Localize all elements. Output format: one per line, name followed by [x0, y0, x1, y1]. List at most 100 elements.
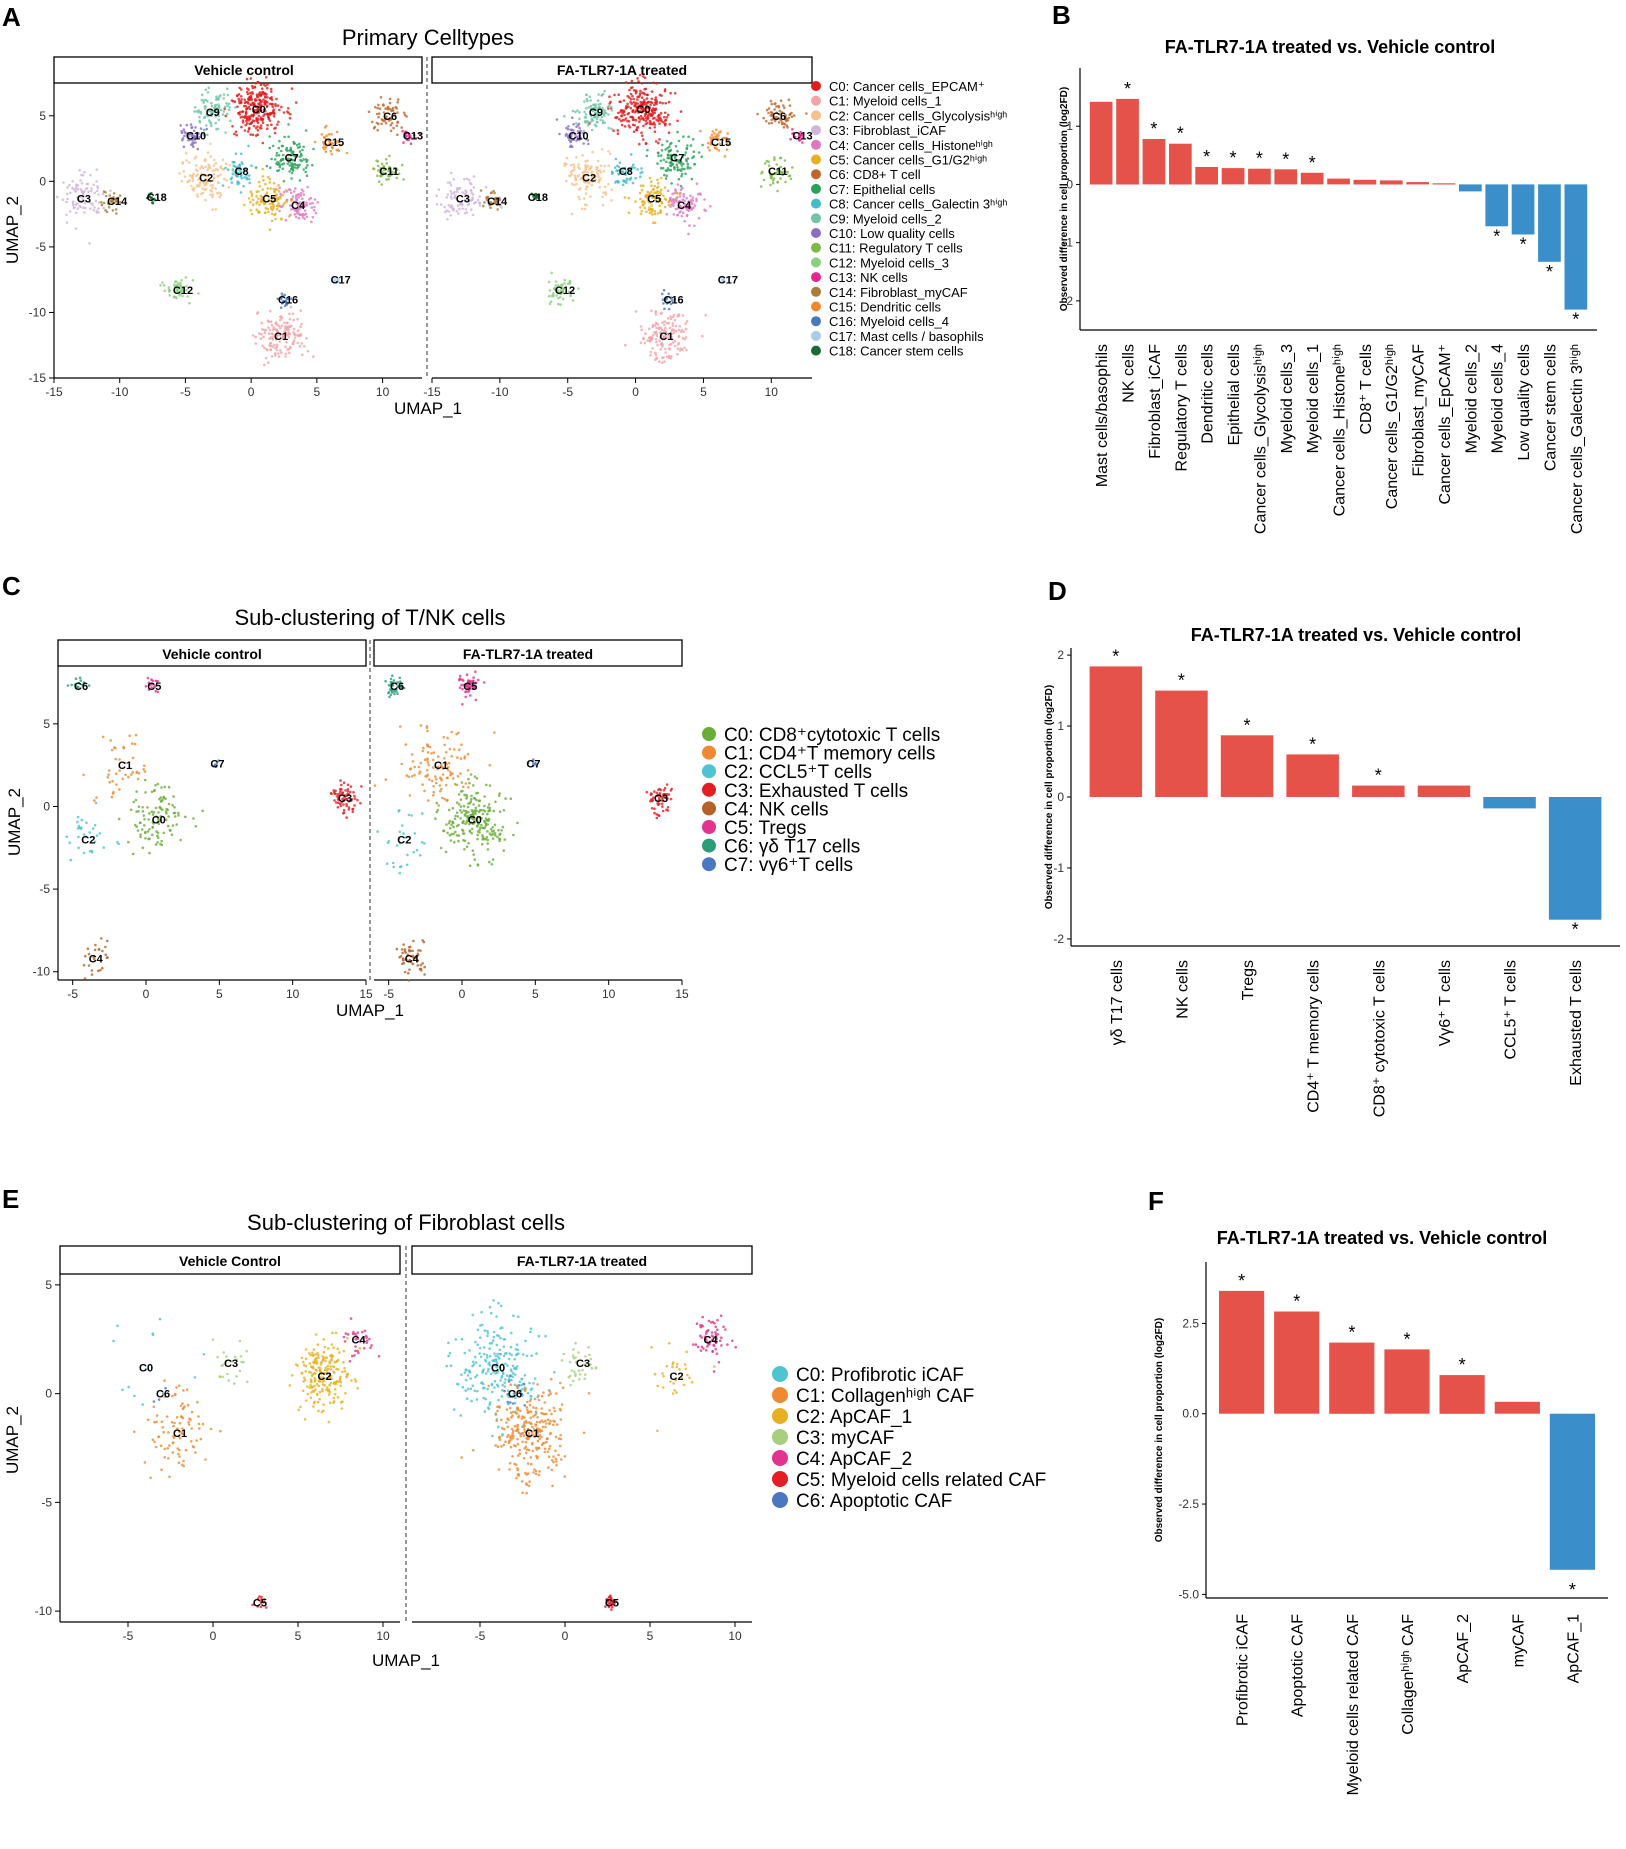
umap-point [449, 839, 453, 842]
umap-point [110, 795, 114, 799]
umap-point [508, 1461, 512, 1465]
umap-point [458, 677, 462, 681]
umap-point [649, 354, 652, 357]
umap-point [292, 200, 296, 204]
umap-point [672, 213, 676, 216]
umap-point [522, 1353, 525, 1356]
umap-point [481, 843, 484, 846]
umap-point [200, 192, 203, 196]
umap-point [305, 215, 309, 219]
umap-point [497, 1301, 500, 1305]
cluster-label-c4: C4 [405, 954, 420, 966]
umap-point [151, 833, 154, 837]
umap-point [155, 830, 158, 833]
umap-point [616, 132, 620, 135]
umap-point [508, 1468, 511, 1471]
umap-point [547, 1393, 550, 1397]
umap-point [261, 167, 265, 171]
umap-point [657, 154, 660, 158]
umap-point [302, 158, 305, 161]
umap-point [115, 212, 118, 215]
umap-point [392, 113, 396, 117]
umap-point [648, 211, 652, 215]
umap-point [550, 1412, 553, 1416]
umap-point [261, 344, 264, 348]
umap-point [665, 140, 669, 143]
umap-point [173, 1421, 176, 1425]
umap-point [266, 101, 269, 104]
umap-point [353, 794, 356, 798]
umap-point [478, 809, 482, 812]
umap-point [256, 125, 259, 128]
umap-point [299, 152, 303, 156]
umap-point [504, 1440, 507, 1443]
umap-point [390, 118, 393, 121]
umap-point [484, 1358, 487, 1362]
umap-point [565, 156, 569, 160]
umap-point [102, 846, 106, 849]
category-label: Mast cells/basophils [1094, 344, 1111, 487]
umap-point [670, 182, 673, 185]
umap-point [519, 1434, 522, 1438]
umap-point [239, 170, 242, 173]
umap-point [679, 184, 683, 188]
umap-point [194, 135, 197, 138]
umap-point [413, 773, 416, 777]
umap-point [273, 131, 277, 135]
umap-point [651, 117, 655, 120]
legend-label: C11: Regulatory T cells [829, 241, 963, 256]
umap-point [152, 1400, 156, 1403]
umap-point [267, 117, 271, 121]
legend-swatch [702, 838, 716, 853]
umap-point [300, 342, 304, 345]
umap-point [330, 1355, 334, 1358]
umap-point [314, 1353, 317, 1356]
umap-point [510, 1331, 513, 1335]
umap-point [473, 202, 476, 205]
legend-swatch [811, 257, 821, 268]
cluster-label-c1: C1 [118, 760, 132, 772]
umap-point [324, 150, 328, 153]
umap-point [327, 133, 331, 136]
umap-point [270, 96, 273, 99]
umap-point [200, 93, 204, 97]
umap-point [471, 1384, 475, 1387]
umap-point [505, 1421, 508, 1424]
umap-point [571, 299, 575, 302]
umap-point [195, 1439, 198, 1442]
umap-point [163, 785, 167, 789]
umap-point [106, 776, 110, 779]
umap-point [792, 114, 796, 117]
umap-point [682, 135, 685, 138]
umap-point [597, 93, 600, 96]
umap-point [283, 201, 287, 204]
umap-point [585, 93, 588, 97]
umap-point [555, 1392, 558, 1395]
umap-point [276, 104, 280, 107]
umap-point [212, 173, 216, 176]
umap-point [273, 158, 277, 161]
umap-point [650, 108, 653, 112]
umap-point [658, 138, 661, 141]
umap-point [340, 783, 343, 787]
umap-point [80, 818, 83, 822]
umap-point [492, 189, 495, 193]
umap-point [653, 126, 656, 129]
umap-point [723, 155, 727, 158]
umap-point [686, 144, 689, 147]
umap-point [627, 196, 631, 200]
umap-point [708, 148, 711, 152]
umap-point [483, 810, 487, 813]
umap-point [197, 178, 200, 181]
umap-point [259, 94, 263, 97]
cluster-label-c0: C0 [491, 1363, 505, 1375]
y-tick-label: 5 [43, 717, 50, 731]
umap-point [559, 303, 562, 306]
umap-point [457, 834, 461, 837]
umap-point [284, 352, 288, 356]
umap-point [225, 162, 228, 166]
umap-point [498, 1406, 501, 1409]
umap-point [651, 213, 654, 216]
umap-point [400, 948, 404, 951]
umap-point [659, 342, 663, 346]
